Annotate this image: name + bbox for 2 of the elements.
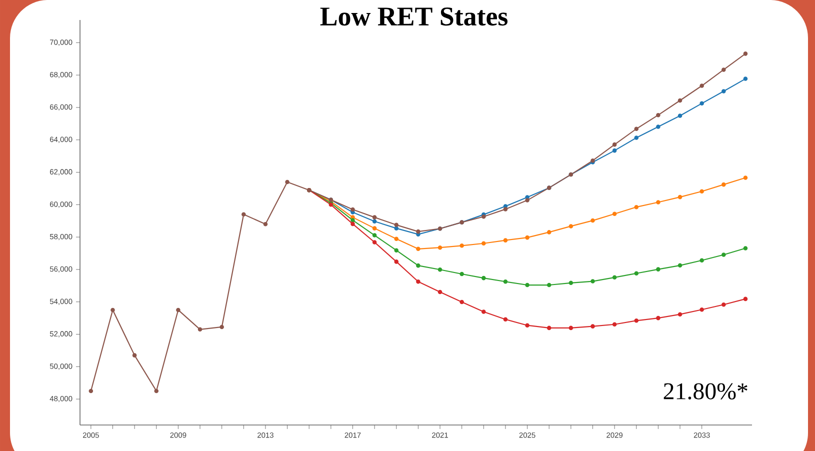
chart-title: Low RET States xyxy=(320,8,508,26)
annotation: 21.80%* xyxy=(664,383,748,400)
